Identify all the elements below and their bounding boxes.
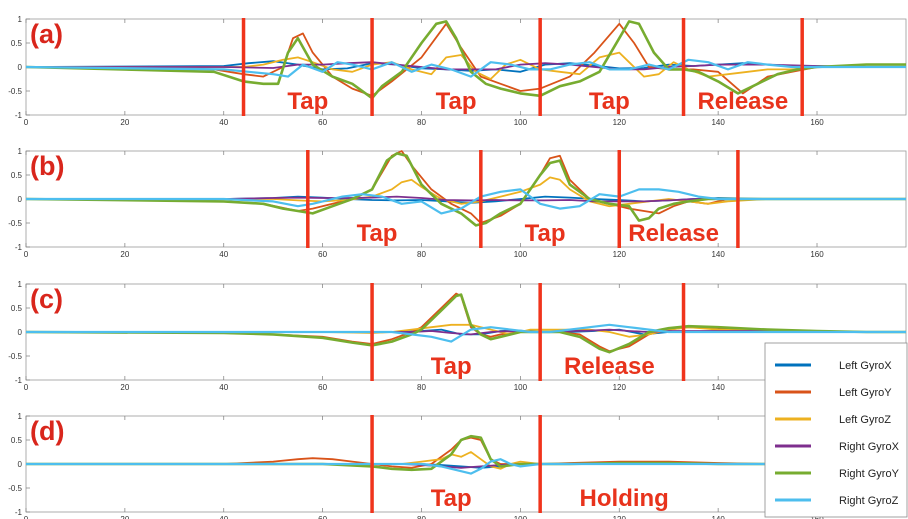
x-tick-label: 20	[120, 250, 129, 259]
series-line-right-gyroz	[26, 323, 906, 343]
panel-label: (a)	[30, 19, 63, 49]
legend-entry: Left GyroZ	[839, 414, 891, 426]
y-tick-label: 1	[18, 15, 23, 24]
y-tick-label: 0	[18, 63, 23, 72]
x-tick-label: 140	[711, 118, 725, 127]
y-tick-label: 1	[18, 412, 23, 421]
x-tick-label: 60	[318, 250, 327, 259]
event-label: Tap	[525, 220, 566, 247]
x-tick-label: 80	[417, 383, 426, 392]
y-tick-label: -0.5	[8, 219, 22, 228]
chart-panel: -1 -0.5 0 0.5 1 0 20 40 60 80 100 120 140 160 Tap Tap Re…	[8, 147, 907, 259]
event-label: Release	[564, 353, 655, 380]
panel-label: (b)	[30, 151, 64, 181]
x-tick-label: 80	[417, 250, 426, 259]
event-label: Release	[697, 88, 788, 115]
x-tick-label: 120	[613, 118, 627, 127]
x-tick-label: 120	[613, 250, 627, 259]
event-label: Holding	[580, 485, 669, 512]
panel-label: (c)	[30, 284, 63, 314]
series-line-right-gyroz	[26, 188, 906, 215]
x-tick-label: 160	[810, 250, 824, 259]
x-tick-label: 80	[417, 118, 426, 127]
x-tick-label: 140	[711, 250, 725, 259]
series-line-right-gyroy	[25, 152, 906, 227]
chart-panel: -1-0.500.51020406080100120140160TapRelea…	[8, 280, 907, 392]
series-line-left-gyroy	[25, 22, 906, 97]
legend: Left GyroX Left GyroY Left GyroZ Right Gyro…	[764, 342, 908, 518]
event-label: Tap	[431, 353, 472, 380]
x-tick-label: 0	[24, 515, 29, 519]
legend-entry: Right GyroX	[839, 441, 900, 453]
x-tick-label: 120	[613, 383, 627, 392]
event-label: Tap	[436, 88, 477, 115]
x-tick-label: 60	[318, 383, 327, 392]
x-tick-label: 100	[514, 515, 528, 519]
chart-panel: -1-0.500.51020406080100120140160TapHoldi…	[8, 412, 907, 519]
series-line-left-gyroz	[26, 176, 906, 208]
x-tick-label: 80	[417, 515, 426, 519]
y-tick-label: 0.5	[11, 39, 23, 48]
event-label: Tap	[589, 88, 630, 115]
x-tick-label: 20	[120, 515, 129, 519]
event-label: Tap	[431, 485, 472, 512]
x-tick-label: 40	[219, 515, 228, 519]
event-label: Tap	[357, 220, 398, 247]
series-line-right-gyroz	[25, 58, 906, 78]
x-tick-label: 0	[24, 383, 29, 392]
x-tick-label: 140	[711, 383, 725, 392]
legend-entry: Left GyroX	[839, 360, 892, 372]
y-tick-label: 0	[18, 460, 23, 469]
y-tick-label: 0	[18, 195, 23, 204]
x-tick-label: 140	[711, 515, 725, 519]
x-tick-label: 120	[613, 515, 627, 519]
legend-entry: Right GyroY	[839, 468, 900, 480]
y-tick-label: -1	[15, 111, 23, 120]
event-label: Release	[628, 220, 719, 247]
series-line-right-gyrox	[26, 61, 906, 71]
y-tick-label: 0	[18, 328, 23, 337]
y-tick-label: -1	[15, 376, 23, 385]
x-tick-label: 60	[318, 118, 327, 127]
x-tick-label: 60	[318, 515, 327, 519]
x-tick-label: 40	[219, 383, 228, 392]
series-line-right-gyroy	[25, 20, 906, 100]
series-line-right-gyroz	[26, 458, 906, 475]
x-tick-label: 100	[514, 118, 528, 127]
y-tick-label: 1	[18, 147, 23, 156]
x-tick-label: 20	[120, 118, 129, 127]
legend-entry: Right GyroZ	[839, 495, 899, 507]
y-tick-label: 1	[18, 280, 23, 289]
y-tick-label: -0.5	[8, 352, 22, 361]
x-tick-label: 40	[219, 250, 228, 259]
y-tick-label: -1	[15, 508, 23, 517]
y-tick-label: -1	[15, 243, 23, 252]
x-tick-label: 0	[24, 118, 29, 127]
y-tick-label: 0.5	[11, 171, 23, 180]
panel-label: (d)	[30, 416, 64, 446]
y-tick-label: -0.5	[8, 484, 22, 493]
x-tick-label: 100	[514, 383, 528, 392]
y-tick-label: 0.5	[11, 304, 23, 313]
chart-panel: -1 -0.5 0 0.5 1 0 20 40 60 80 100 120 140 160 Tap Tap Ta…	[8, 15, 907, 127]
legend-box	[764, 342, 908, 518]
y-tick-label: -0.5	[8, 87, 22, 96]
x-tick-label: 100	[514, 250, 528, 259]
x-tick-label: 160	[810, 118, 824, 127]
event-label: Tap	[287, 88, 328, 115]
legend-entry: Left GyroY	[839, 387, 892, 399]
x-tick-label: 20	[120, 383, 129, 392]
x-tick-label: 40	[219, 118, 228, 127]
y-tick-label: 0.5	[11, 436, 23, 445]
x-tick-label: 0	[24, 250, 29, 259]
